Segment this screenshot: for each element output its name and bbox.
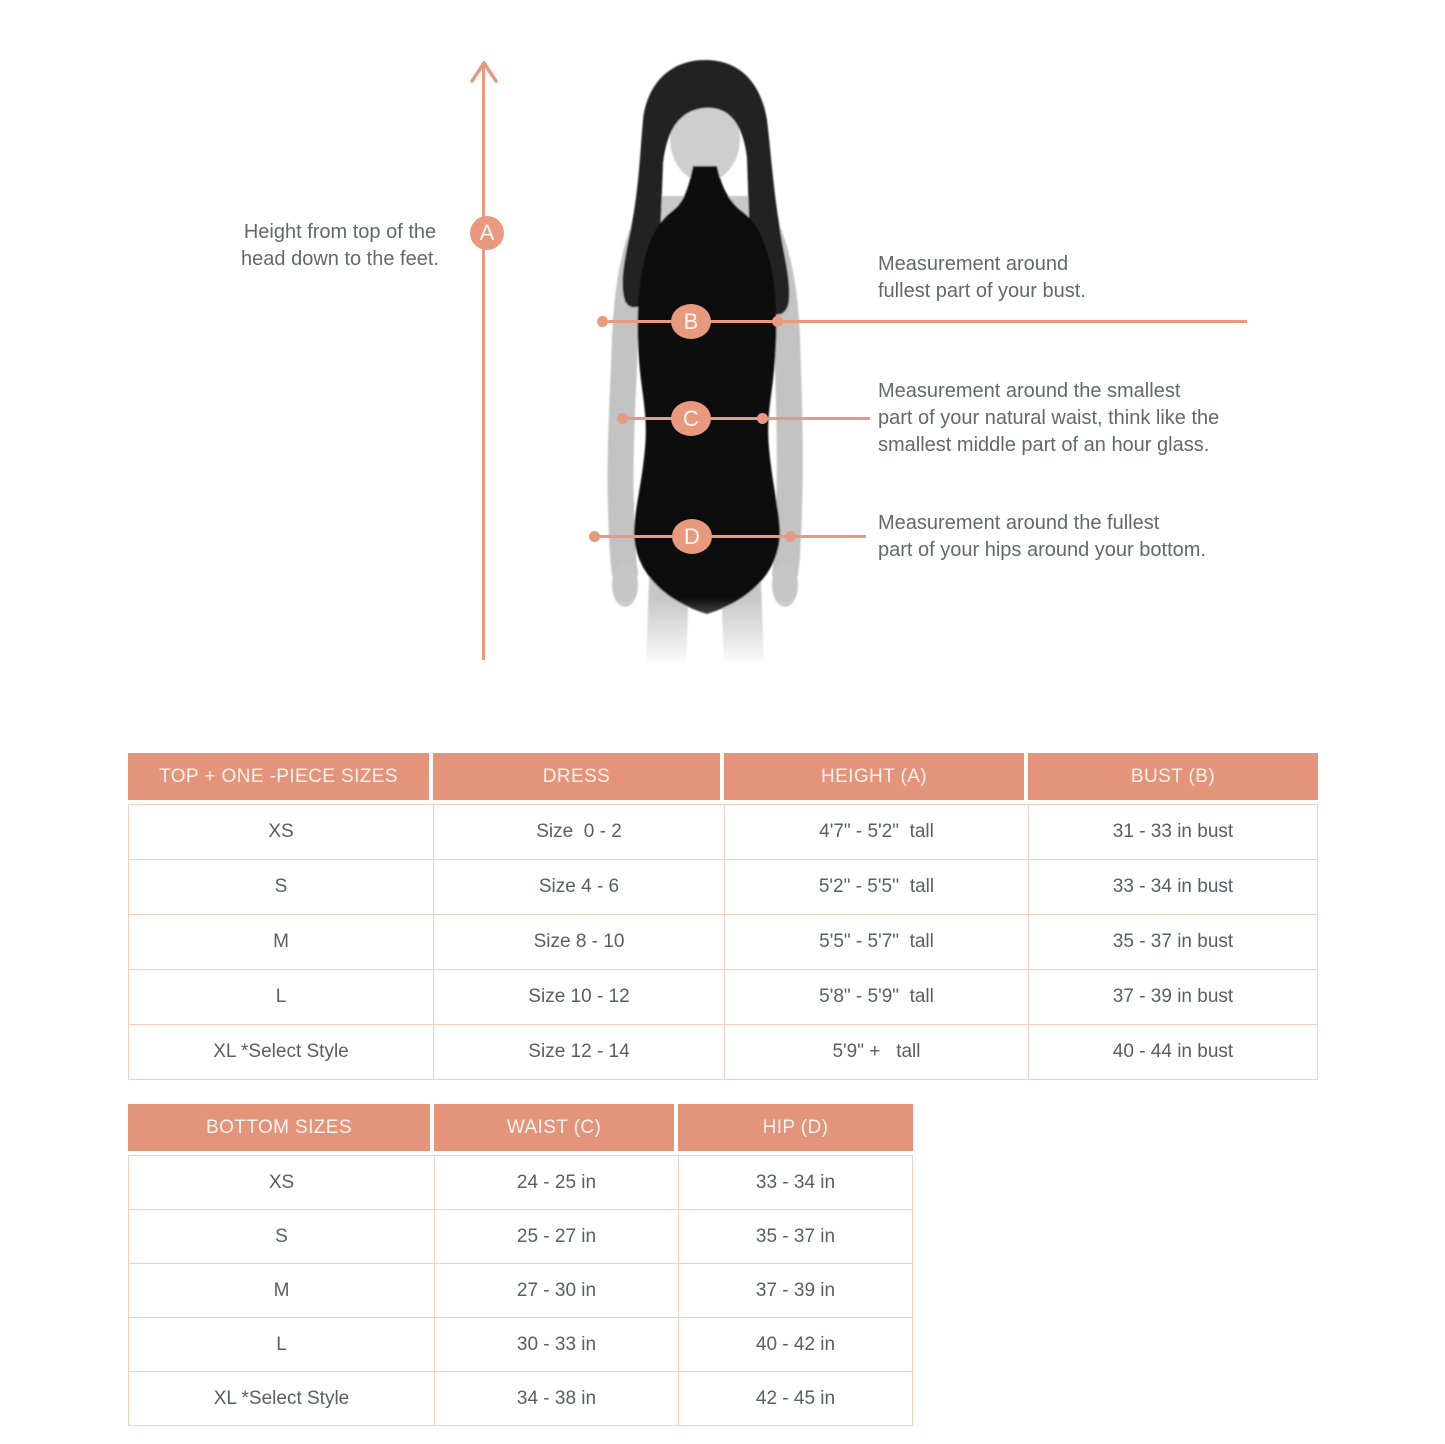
- table-cell: M: [128, 1263, 434, 1317]
- table-cell: 24 - 25 in: [434, 1155, 678, 1209]
- height-note-line: head down to the feet.: [241, 248, 439, 270]
- table-cell: 30 - 33 in: [434, 1317, 678, 1371]
- marker-b: B: [671, 304, 711, 339]
- table-cell: S: [128, 1209, 434, 1263]
- table-cell: 4'7" - 5'2" tall: [724, 804, 1028, 859]
- table-cell: XL *Select Style: [128, 1371, 434, 1426]
- height-note: Height from top of the head down to the …: [220, 219, 460, 273]
- table-header-row: BOTTOM SIZES WAIST (C) HIP (D): [128, 1104, 913, 1155]
- marker-d: D: [672, 519, 712, 554]
- table-cell: 40 - 42 in: [678, 1317, 913, 1371]
- table-cell: 27 - 30 in: [434, 1263, 678, 1317]
- waist-line-dot: [757, 413, 768, 424]
- table-cell: Size 8 - 10: [433, 914, 724, 969]
- hip-note: Measurement around the fullest part of y…: [878, 510, 1206, 564]
- top-sizes-table: TOP + ONE -PIECE SIZES DRESS HEIGHT (A) …: [128, 753, 1318, 1080]
- waist-note-line: Measurement around the smallest: [878, 380, 1181, 402]
- table-cell: L: [128, 969, 433, 1024]
- waist-line-dot: [617, 413, 628, 424]
- table-cell: 5'2" - 5'5'' tall: [724, 859, 1028, 914]
- bust-line: [600, 320, 1247, 323]
- table-cell: Size 4 - 6: [433, 859, 724, 914]
- waist-note: Measurement around the smallest part of …: [878, 378, 1219, 459]
- height-arrow-head-icon: [470, 61, 498, 83]
- bottom-sizes-table: BOTTOM SIZES WAIST (C) HIP (D) XS 24 - 2…: [128, 1104, 913, 1426]
- table-cell: XS: [128, 804, 433, 859]
- table-cell: 40 - 44 in bust: [1028, 1024, 1318, 1080]
- column-header: HIP (D): [678, 1104, 913, 1155]
- table-cell: 31 - 33 in bust: [1028, 804, 1318, 859]
- table-row: XS 24 - 25 in 33 - 34 in: [128, 1155, 913, 1209]
- table-cell: 37 - 39 in: [678, 1263, 913, 1317]
- hip-line: [592, 535, 866, 538]
- table-cell: Size 0 - 2: [433, 804, 724, 859]
- table-cell: Size 10 - 12: [433, 969, 724, 1024]
- bust-note-line: Measurement around: [878, 253, 1069, 275]
- table-cell: XS: [128, 1155, 434, 1209]
- table-cell: 5'9" + tall: [724, 1024, 1028, 1080]
- table-header-row: TOP + ONE -PIECE SIZES DRESS HEIGHT (A) …: [128, 753, 1318, 804]
- bust-note: Measurement around fullest part of your …: [878, 251, 1086, 305]
- bust-note-line: fullest part of your bust.: [878, 280, 1086, 302]
- table-cell: XL *Select Style: [128, 1024, 433, 1080]
- table-cell: 35 - 37 in bust: [1028, 914, 1318, 969]
- marker-a: A: [470, 216, 504, 250]
- table-row: M Size 8 - 10 5'5" - 5'7" tall 35 - 37 i…: [128, 914, 1318, 969]
- table-row: S Size 4 - 6 5'2" - 5'5'' tall 33 - 34 i…: [128, 859, 1318, 914]
- column-header: DRESS: [433, 753, 724, 804]
- column-header: HEIGHT (A): [724, 753, 1028, 804]
- hip-note-line: part of your hips around your bottom.: [878, 539, 1206, 561]
- table-cell: M: [128, 914, 433, 969]
- bust-line-dot: [772, 316, 783, 327]
- waist-note-line: smallest middle part of an hour glass.: [878, 434, 1210, 456]
- marker-c: C: [671, 401, 711, 436]
- table-cell: Size 12 - 14: [433, 1024, 724, 1080]
- model-photo: [555, 60, 855, 668]
- hip-note-line: Measurement around the fullest: [878, 512, 1160, 534]
- waist-line: [621, 417, 870, 420]
- height-arrow-line: [482, 66, 485, 660]
- table-cell: 35 - 37 in: [678, 1209, 913, 1263]
- table-row: XL *Select Style 34 - 38 in 42 - 45 in: [128, 1371, 913, 1426]
- table-row: L 30 - 33 in 40 - 42 in: [128, 1317, 913, 1371]
- table-cell: 42 - 45 in: [678, 1371, 913, 1426]
- hip-line-dot: [589, 531, 600, 542]
- bust-line-dot: [597, 316, 608, 327]
- table-cell: 33 - 34 in bust: [1028, 859, 1318, 914]
- table-cell: 33 - 34 in: [678, 1155, 913, 1209]
- column-header: BOTTOM SIZES: [128, 1104, 434, 1155]
- table-row: S 25 - 27 in 35 - 37 in: [128, 1209, 913, 1263]
- table-cell: 34 - 38 in: [434, 1371, 678, 1426]
- height-note-line: Height from top of the: [243, 221, 437, 243]
- table-row: XS Size 0 - 2 4'7" - 5'2" tall 31 - 33 i…: [128, 804, 1318, 859]
- column-header: WAIST (C): [434, 1104, 678, 1155]
- table-cell: 37 - 39 in bust: [1028, 969, 1318, 1024]
- table-cell: L: [128, 1317, 434, 1371]
- column-header: TOP + ONE -PIECE SIZES: [128, 753, 433, 804]
- table-cell: 5'5" - 5'7" tall: [724, 914, 1028, 969]
- table-row: L Size 10 - 12 5'8" - 5'9" tall 37 - 39 …: [128, 969, 1318, 1024]
- table-cell: 5'8" - 5'9" tall: [724, 969, 1028, 1024]
- table-row: XL *Select Style Size 12 - 14 5'9" + tal…: [128, 1024, 1318, 1080]
- hip-line-dot: [785, 531, 796, 542]
- column-header: BUST (B): [1028, 753, 1318, 804]
- table-cell: S: [128, 859, 433, 914]
- table-row: M 27 - 30 in 37 - 39 in: [128, 1263, 913, 1317]
- waist-note-line: part of your natural waist, think like t…: [878, 407, 1220, 429]
- table-cell: 25 - 27 in: [434, 1209, 678, 1263]
